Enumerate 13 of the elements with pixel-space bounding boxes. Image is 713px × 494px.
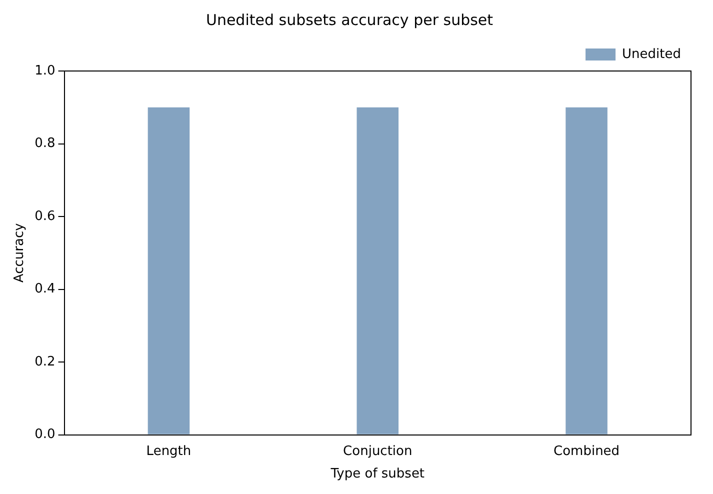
x-tick-label: Length	[146, 444, 192, 459]
y-tick-label: 0.0	[34, 427, 56, 442]
y-tick-label: 0.4	[34, 282, 56, 297]
legend-label: Unedited	[622, 46, 682, 62]
x-tick-label: Combined	[554, 444, 620, 459]
x-axis-title: Type of subset	[330, 466, 425, 482]
y-tick-label: 0.6	[34, 208, 56, 224]
y-tick-label: 0.8	[34, 136, 56, 152]
x-tick-label: Conjuction	[343, 444, 412, 459]
y-tick-label: 0.2	[34, 354, 56, 370]
y-axis-title: Accuracy	[12, 222, 28, 283]
y-tick-label: 1.0	[34, 63, 56, 78]
chart-title: Unedited subsets accuracy per subset	[206, 10, 494, 29]
